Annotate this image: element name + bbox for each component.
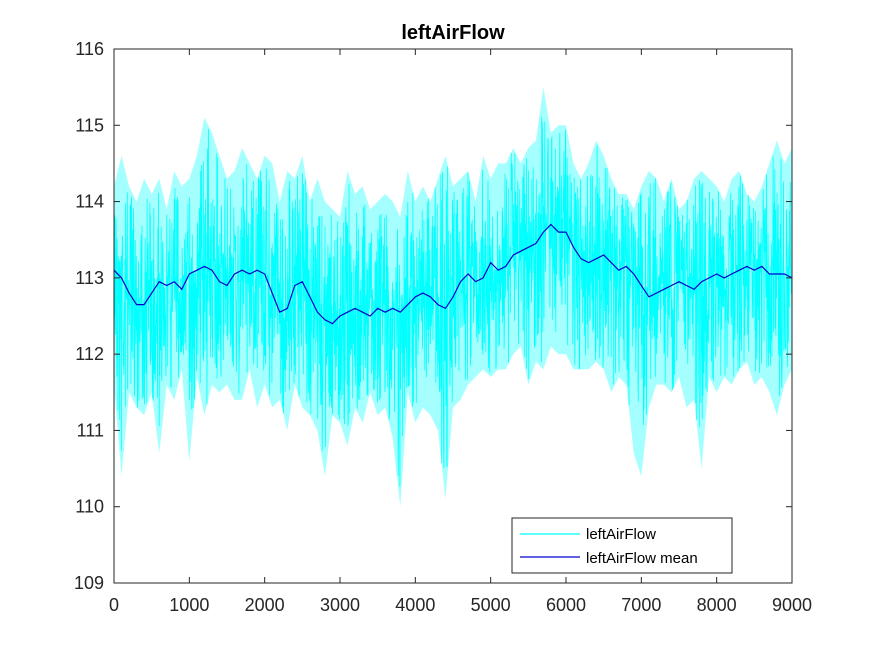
x-tick-label: 6000 (546, 595, 586, 615)
x-tick-label: 0 (109, 595, 119, 615)
x-tick-label: 9000 (772, 595, 812, 615)
x-tick-label: 8000 (697, 595, 737, 615)
x-tick-label: 2000 (245, 595, 285, 615)
y-tick-label: 112 (75, 344, 104, 364)
axes-box (113, 48, 793, 584)
series-layer (113, 87, 793, 507)
legend: leftAirFlow leftAirFlow mean (511, 517, 733, 574)
y-tick-label: 113 (75, 268, 104, 288)
y-tick-label: 115 (75, 115, 104, 135)
y-tick-label: 114 (75, 192, 104, 212)
x-tick-label: 3000 (320, 595, 360, 615)
y-tick-label: 116 (75, 39, 104, 59)
x-axis: 0 1000 2000 3000 4000 5000 6000 7000 8000 9000 (109, 49, 812, 615)
legend-label-leftairflow-mean: leftAirFlow mean (586, 550, 698, 567)
legend-box (511, 517, 733, 574)
series-leftairflow-mean-line (113, 223, 793, 325)
x-tick-label: 5000 (471, 595, 511, 615)
legend-label-leftairflow: leftAirFlow (586, 526, 656, 543)
x-tick-label: 7000 (621, 595, 661, 615)
y-tick-label: 110 (75, 497, 104, 517)
x-tick-label: 4000 (395, 595, 435, 615)
x-tick-label: 1000 (169, 595, 209, 615)
y-tick-label: 109 (74, 573, 104, 593)
plot-area (113, 49, 793, 583)
y-axis: 109 110 111 112 113 114 115 116 (74, 39, 792, 593)
y-tick-label: 111 (77, 420, 104, 440)
chart-title: leftAirFlow (401, 22, 505, 44)
